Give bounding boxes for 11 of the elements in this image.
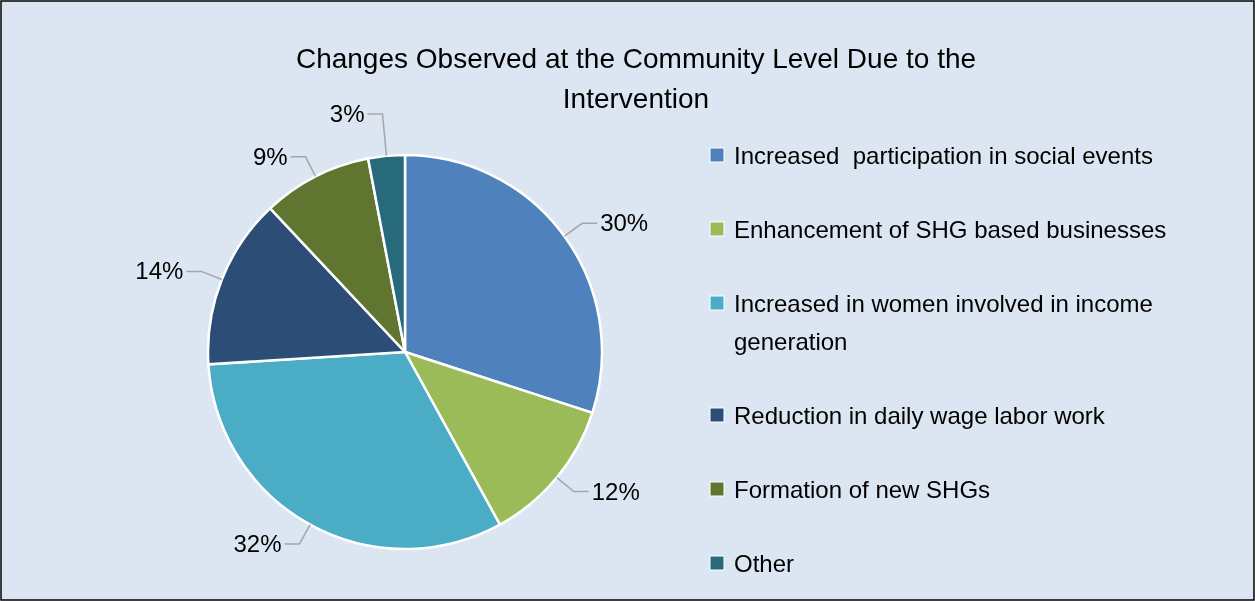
- data-label: 30%: [600, 209, 649, 237]
- data-label: 32%: [233, 529, 282, 557]
- legend-label: Increased participation in social events: [734, 142, 1153, 169]
- data-label: 9%: [252, 142, 288, 170]
- legend-label: Reduction in daily wage labor work: [734, 402, 1106, 429]
- legend-label: Formation of new SHGs: [734, 476, 991, 503]
- legend-label: Other: [734, 550, 795, 577]
- data-label: 14%: [135, 257, 184, 285]
- data-label: 12%: [591, 477, 640, 505]
- legend-label: Enhancement of SHG based businesses: [734, 216, 1167, 243]
- legend-label: Increased in women involved in income generation: [734, 290, 1153, 355]
